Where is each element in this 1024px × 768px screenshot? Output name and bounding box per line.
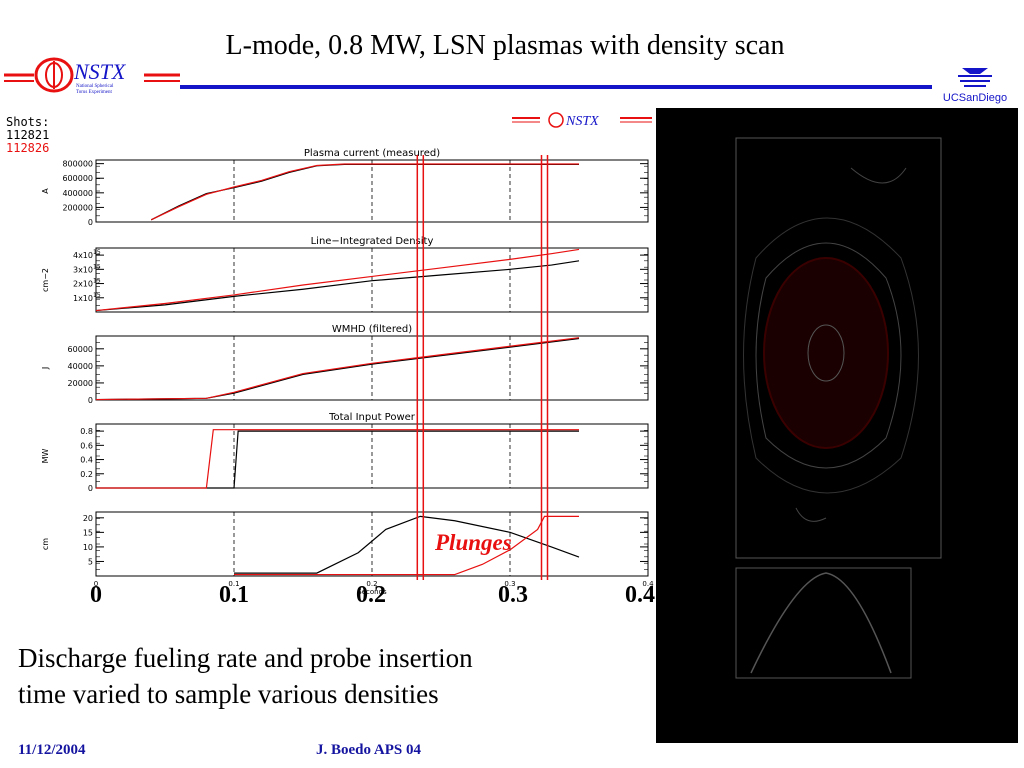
ytick-label-0-1: 200000 bbox=[62, 203, 93, 212]
ucsd-logo-text: UCSanDiego bbox=[942, 92, 1008, 104]
footer-author: J. Boedo APS 04 bbox=[316, 742, 422, 758]
panel-ylabel-1: cm−2 bbox=[41, 268, 50, 292]
ytick-label-4-3: 20 bbox=[83, 514, 93, 523]
caption-line-2: time varied to sample various densities bbox=[18, 679, 439, 709]
ytick-label-3-1: 0.2 bbox=[80, 470, 93, 479]
ytick-exp-1-3: 15 bbox=[93, 249, 101, 256]
big-xtick-4: 0.4 bbox=[625, 582, 655, 608]
ytick-label-2-3: 60000 bbox=[68, 345, 93, 354]
ytick-label-1-1: 2x10 bbox=[73, 280, 93, 289]
series-112821-panel-1 bbox=[95, 260, 580, 312]
nstx-logo-sub1: National Spherical bbox=[76, 84, 114, 89]
ytick-label-0-2: 400000 bbox=[62, 189, 93, 198]
ytick-label-3-4: 0.8 bbox=[80, 427, 93, 436]
ytick-label-1-2: 3x10 bbox=[73, 265, 93, 274]
panel-title-2: WMHD (filtered) bbox=[332, 324, 412, 335]
panel-ylabel-0: A bbox=[41, 188, 50, 194]
ytick-exp-1-2: 15 bbox=[93, 263, 101, 270]
shot-112826: 112826 bbox=[6, 141, 50, 155]
plunges-label: Plunges bbox=[435, 530, 512, 555]
plot-nstx-mark-text: NSTX bbox=[565, 114, 599, 129]
xtick-small-4: 0.4 bbox=[642, 580, 654, 588]
ucsd-emblem-icon bbox=[958, 68, 992, 87]
panel-ylabel-3: MW bbox=[41, 449, 50, 464]
big-x-axis-labels: 0 0.1 0.2 0.3 0.4 bbox=[0, 582, 700, 612]
nstx-logo-text: NSTX bbox=[73, 59, 127, 84]
panel-ylabel-4: cm bbox=[41, 538, 50, 550]
series-112826-panel-1 bbox=[95, 248, 580, 312]
ytick-label-3-0: 0 bbox=[88, 484, 93, 493]
ytick-label-0-0: 0 bbox=[88, 218, 93, 227]
nstx-logo-sub2: Torus Experiment bbox=[76, 90, 113, 95]
stacked-plots: NSTX Plasma current (measured)A020000040… bbox=[41, 112, 654, 596]
series-112826-panel-3 bbox=[96, 429, 579, 489]
panel-title-3: Total Input Power bbox=[328, 412, 416, 423]
xtick-small-1: 0.1 bbox=[228, 580, 239, 588]
ucsd-logo: UCSanDiego bbox=[932, 62, 1018, 110]
slide-title: L-mode, 0.8 MW, LSN plasmas with density… bbox=[225, 30, 785, 61]
ytick-exp-1-0: 15 bbox=[93, 292, 101, 299]
series-112826-panel-0 bbox=[150, 163, 579, 221]
series-112821-panel-2 bbox=[95, 337, 580, 401]
series-112826-panel-2 bbox=[95, 337, 580, 401]
big-xtick-2: 0.2 bbox=[356, 582, 386, 608]
shot-112821: 112821 bbox=[6, 128, 50, 142]
series-112826-panel-4 bbox=[234, 515, 579, 576]
xtick-small-0: 0 bbox=[94, 580, 98, 588]
slide-caption: Discharge fueling rate and probe inserti… bbox=[18, 640, 638, 712]
ytick-label-0-4: 800000 bbox=[62, 160, 93, 169]
title-rule bbox=[180, 85, 932, 89]
ytick-label-3-3: 0.6 bbox=[80, 441, 93, 450]
plot-nstx-mark: NSTX bbox=[512, 112, 652, 129]
series-112821-panel-3 bbox=[96, 430, 579, 489]
equilibrium-image bbox=[656, 108, 1018, 743]
caption-line-1: Discharge fueling rate and probe inserti… bbox=[18, 643, 473, 673]
nstx-logo: NSTX National Spherical Torus Experiment bbox=[4, 57, 180, 95]
xtick-small-3: 0.3 bbox=[504, 580, 515, 588]
big-xtick-0: 0 bbox=[90, 582, 102, 608]
panel-3: Total Input Power MW 0 0.2 0.4 0.6 0.8 bbox=[41, 412, 649, 493]
series-112821-panel-4 bbox=[234, 515, 580, 574]
ytick-label-0-3: 600000 bbox=[62, 174, 93, 183]
ytick-label-4-2: 15 bbox=[83, 528, 93, 537]
ytick-exp-1-1: 15 bbox=[93, 278, 101, 285]
panel-xlabel: Seconds bbox=[357, 588, 387, 596]
ytick-label-4-0: 5 bbox=[88, 557, 93, 566]
ytick-label-2-1: 20000 bbox=[68, 379, 93, 388]
panel-title-1: Line−Integrated Density bbox=[311, 236, 434, 247]
ytick-label-1-3: 4x10 bbox=[73, 251, 93, 260]
xtick-small-2: 0.2 bbox=[366, 580, 377, 588]
shots-label: Shots: bbox=[6, 115, 50, 129]
panel-0: Plasma current (measured) A 0 200000 400000 6… bbox=[41, 148, 649, 227]
footer-date: 11/12/2004 bbox=[18, 742, 86, 758]
ytick-label-2-0: 0 bbox=[88, 396, 93, 405]
big-xtick-1: 0.1 bbox=[219, 582, 249, 608]
ytick-label-2-2: 40000 bbox=[68, 362, 93, 371]
shots-legend: Shots: 112821 112826 bbox=[6, 116, 49, 155]
big-xtick-3: 0.3 bbox=[498, 582, 528, 608]
ytick-label-4-1: 10 bbox=[83, 543, 93, 552]
panel-title-0: Plasma current (measured) bbox=[304, 148, 440, 159]
panel-4: cm 5 10 15 20 0 0.1 0.2 0.3 0.4 Seconds bbox=[41, 511, 654, 596]
ytick-label-3-2: 0.4 bbox=[80, 456, 93, 465]
panel-2: WMHD (filtered) J 0 20000 40000 60000 bbox=[41, 324, 649, 405]
equilibrium-image-svg bbox=[735, 137, 942, 679]
panel-ylabel-2: J bbox=[41, 367, 50, 370]
ytick-label-1-0: 1x10 bbox=[73, 294, 93, 303]
